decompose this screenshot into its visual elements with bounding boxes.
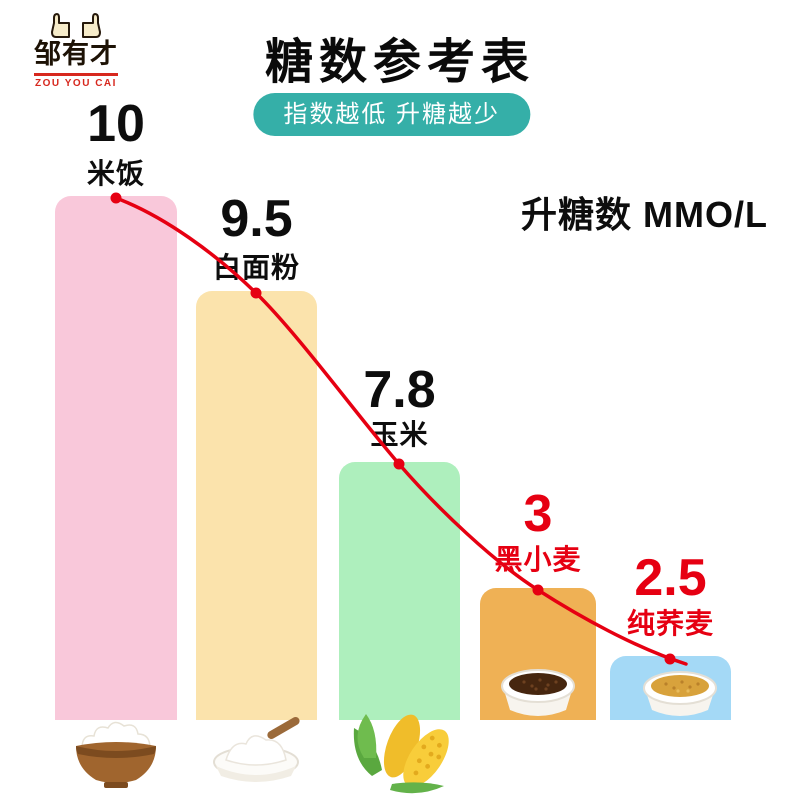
brand-divider <box>34 72 118 76</box>
bar-value-label: 2.5 <box>634 549 707 607</box>
rice-bowl-image <box>70 704 162 797</box>
brand-name-english: ZOU YOU CAI <box>35 77 117 89</box>
bar-value-label: 7.8 <box>363 361 436 419</box>
bar-white-flour <box>196 291 317 720</box>
bar-category-label: 纯荞麦 <box>626 608 714 639</box>
page-title: 糖数参考表 <box>264 36 536 89</box>
bar-value-label: 3 <box>523 485 553 543</box>
brand-logo: 邹有才 ZOU YOU CAI <box>26 10 126 89</box>
black-wheat-grain-bowl-image <box>496 648 580 729</box>
corn-image <box>342 700 458 805</box>
bar-value-label: 10 <box>87 95 145 153</box>
bar-rice <box>55 196 177 720</box>
bar-category-label: 白面粉 <box>212 252 300 283</box>
bar-value-label: 9.5 <box>220 190 293 248</box>
flour-bowl-image <box>208 712 304 797</box>
subtitle-badge: 指数越低 升糖越少 <box>253 93 531 136</box>
bar-category-label: 米饭 <box>86 158 145 189</box>
thumbs-up-icon <box>26 10 126 40</box>
bar-category-label: 玉米 <box>370 419 429 450</box>
bar-corn <box>339 462 460 720</box>
brand-name-chinese: 邹有才 <box>34 39 118 70</box>
buckwheat-grain-bowl-image <box>638 650 722 729</box>
bar-category-label: 黑小麦 <box>494 544 582 575</box>
